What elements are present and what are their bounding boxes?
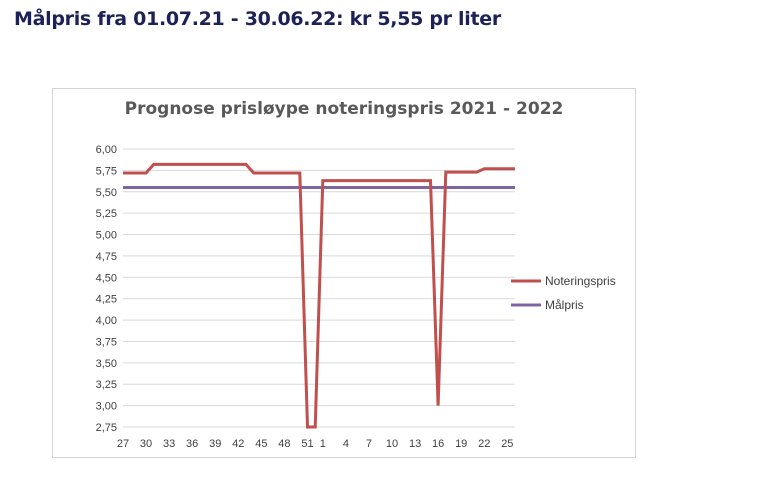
x-tick-label: 22 [478,438,490,450]
x-tick-label: 36 [186,438,198,450]
x-tick-label: 48 [278,438,290,450]
y-tick-label: 4,25 [96,294,117,306]
y-tick-label: 3,00 [96,401,117,413]
y-tick-label: 4,50 [96,272,117,284]
line-chart: 6,00 5,75 5,50 5,25 5,00 4,75 4,50 4,25 4,00 3,75… [96,144,616,450]
x-tick-label: 4 [343,438,349,450]
y-tick-label: 4,75 [96,251,117,263]
x-tick-label: 7 [366,438,372,450]
x-tick-label: 16 [432,438,444,450]
y-tick-label: 5,75 [96,165,117,177]
y-tick-label: 2,75 [96,422,117,434]
x-tick-label: 10 [386,438,398,450]
x-tick-label: 33 [163,438,175,450]
x-tick-label: 39 [209,438,221,450]
x-tick-label: 13 [409,438,421,450]
x-tick-label: 25 [501,438,513,450]
y-tick-label: 6,00 [96,144,117,156]
series-line-noteringspris [123,162,515,429]
y-tick-label: 4,00 [96,315,117,327]
chart-title: Prognose prisløype noteringspris 2021 - … [124,99,564,119]
x-tick-label: 1 [320,438,326,450]
x-tick-label: 27 [117,438,129,450]
x-tick-label: 51 [301,438,313,450]
legend-label: Noteringspris [545,274,616,288]
y-tick-label: 3,50 [96,358,117,370]
y-tick-label: 3,75 [96,336,117,348]
x-tick-label: 19 [455,438,467,450]
y-tick-label: 5,50 [96,187,117,199]
x-tick-label: 30 [140,438,152,450]
x-tick-label: 42 [232,438,244,450]
x-tick-label: 45 [255,438,267,450]
y-tick-label: 5,00 [96,230,117,242]
legend-label: Målpris [545,298,584,312]
y-tick-label: 3,25 [96,379,117,391]
chart-container: Prognose prisløype noteringspris 2021 - … [52,88,636,458]
y-tick-label: 5,25 [96,208,117,220]
page-heading: Målpris fra 01.07.21 - 30.06.22: kr 5,55… [14,8,501,30]
